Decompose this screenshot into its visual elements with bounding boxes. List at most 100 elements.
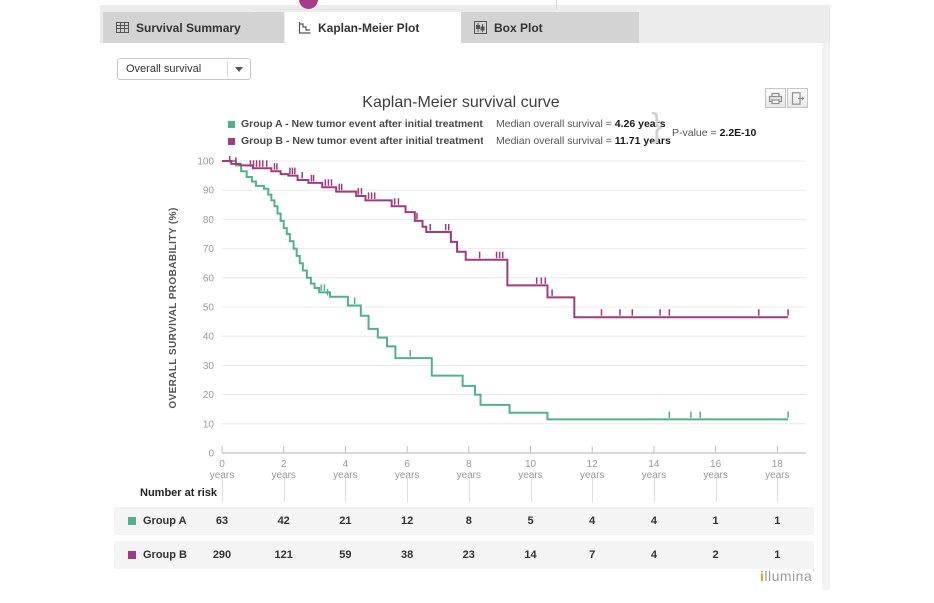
x-tick-label: 18 (772, 459, 784, 470)
x-tick-label: 8 (466, 459, 472, 470)
header-tick (556, 0, 557, 9)
x-tick-label: 10 (525, 459, 537, 470)
x-tick-unit: years (518, 470, 542, 481)
x-tick-unit: years (580, 470, 604, 481)
risk-column-tick (592, 478, 594, 502)
x-tick-label: 2 (281, 459, 287, 470)
header-avatar-partial (299, 0, 318, 9)
y-tick-label: 30 (203, 361, 215, 372)
export-icon (791, 91, 805, 105)
y-tick-label: 100 (197, 157, 214, 168)
legend-swatch-group-b (228, 137, 235, 145)
risk-cell: 1 (774, 549, 781, 561)
export-button[interactable] (787, 88, 808, 108)
y-tick-label: 70 (203, 244, 215, 255)
chart-toolbar (765, 88, 808, 108)
x-tick-unit: years (765, 470, 789, 481)
x-tick-label: 14 (648, 459, 660, 470)
tab-box-plot[interactable]: Box Plot (461, 12, 639, 43)
risk-column-tick (653, 478, 655, 502)
risk-group-name: Group A (143, 515, 187, 527)
risk-cell: 2 (712, 549, 719, 561)
x-tick-unit: years (333, 470, 357, 481)
x-tick-unit: years (210, 470, 234, 481)
risk-row-group-b: Group B 290 121 59 38 23 14 7 4 2 1 (114, 541, 814, 569)
risk-cell: 38 (400, 549, 414, 561)
x-tick-label: 0 (219, 459, 225, 470)
risk-cell: 290 (212, 549, 232, 561)
risk-column-tick (715, 478, 717, 502)
risk-cell: 59 (339, 549, 352, 561)
y-tick-label: 90 (203, 186, 215, 197)
grid-icon (116, 21, 129, 34)
survival-type-select[interactable]: Overall survival (117, 58, 251, 80)
risk-swatch (128, 551, 136, 559)
risk-swatch (128, 517, 136, 525)
header-divider (252, 9, 558, 10)
kaplan-meier-chart: OVERALL SURVIVAL PROBABILITY (%) 0102030… (168, 155, 806, 481)
risk-cell: 63 (215, 515, 229, 527)
legend-row-group-a: Group A - New tumor event after initial … (228, 117, 666, 131)
risk-cell: 7 (589, 549, 596, 561)
risk-cell: 5 (527, 515, 534, 527)
survival-curve-group-a (222, 160, 789, 421)
risk-cell: 4 (650, 515, 657, 527)
x-tick-unit: years (271, 470, 295, 481)
y-tick-label: 40 (203, 332, 215, 343)
legend-swatch-group-a (228, 120, 235, 128)
x-tick-unit: years (395, 470, 419, 481)
y-tick-label: 20 (203, 390, 215, 401)
box-plot-icon (474, 21, 487, 34)
print-button[interactable] (765, 88, 786, 108)
median-group-a: Median overall survival = 4.26 years (496, 118, 666, 130)
legend-label-group-b: Group B - New tumor event after initial … (241, 135, 483, 147)
tab-kaplan-meier-plot[interactable]: Kaplan-Meier Plot (285, 12, 461, 43)
tab-label: Survival Summary (136, 20, 241, 35)
app-panel: Survival Summary Kaplan-Meier Plot Box P… (100, 5, 830, 590)
risk-cell: 1 (774, 515, 781, 527)
step-curve-icon (298, 21, 311, 34)
x-tick-unit: years (703, 470, 727, 481)
legend-row-group-b: Group B - New tumor event after initial … (228, 134, 671, 148)
risk-cell: 23 (462, 549, 475, 561)
selected-option: Overall survival (126, 63, 202, 75)
y-tick-label: 50 (203, 303, 215, 314)
tab-bar: Survival Summary Kaplan-Meier Plot Box P… (100, 5, 830, 43)
y-tick-label: 80 (203, 215, 215, 226)
x-tick-label: 16 (710, 459, 722, 470)
risk-cell: 14 (524, 549, 537, 561)
risk-row-label: Group A (128, 515, 187, 527)
tab-survival-summary[interactable]: Survival Summary (103, 12, 284, 43)
illumina-logo: illumina’ (760, 568, 815, 584)
risk-cell: 42 (277, 515, 290, 527)
median-group-b: Median overall survival = 11.71 years (496, 135, 671, 147)
risk-cell: 1 (712, 515, 719, 527)
risk-column-tick (530, 478, 532, 502)
survival-curve-group-b (222, 160, 789, 319)
risk-cell: 21 (339, 515, 352, 527)
pvalue-brace: } (651, 107, 663, 145)
risk-row-label: Group B (128, 549, 187, 561)
x-tick-unit: years (642, 470, 666, 481)
right-gutter (822, 43, 830, 590)
risk-table-header: Number at risk (140, 487, 218, 499)
x-tick-label: 6 (404, 459, 410, 470)
chevron-down-icon (235, 66, 243, 72)
risk-cell: 12 (400, 515, 414, 527)
risk-cell: 4 (650, 549, 657, 561)
legend-label-group-a: Group A - New tumor event after initial … (241, 118, 483, 130)
x-tick-label: 4 (343, 459, 349, 470)
tab-label: Kaplan-Meier Plot (318, 20, 420, 35)
risk-cell: 4 (589, 515, 596, 527)
x-tick-unit: years (457, 470, 481, 481)
y-tick-label: 60 (203, 273, 215, 284)
y-tick-label: 10 (203, 419, 215, 430)
risk-column-tick (777, 478, 779, 502)
risk-cell: 121 (274, 549, 293, 561)
risk-column-tick (468, 478, 470, 502)
x-tick-label: 12 (587, 459, 599, 470)
plot-panel: Overall survival Kaplan-Meier survival c… (100, 43, 822, 590)
risk-column-tick (222, 478, 223, 502)
tab-label: Box Plot (494, 20, 543, 35)
risk-column-tick (283, 478, 285, 502)
